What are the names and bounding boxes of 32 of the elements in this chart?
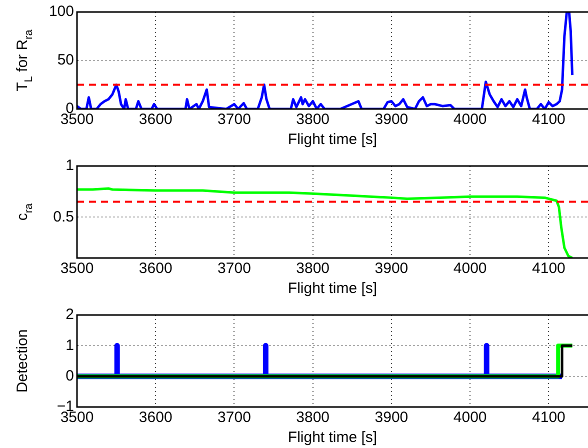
x-tick-label: 4100 [532,260,566,278]
x-tick-label: 3600 [138,111,172,128]
x-axis-title: Flight time [s] [288,280,378,298]
y-tick-label: 1 [66,336,74,354]
x-tick-label: 3800 [296,409,330,426]
y-axis-title: TL for Rra [14,28,35,92]
x-tick-label: 3700 [218,409,251,426]
x-tick-label: 4100 [532,111,566,128]
x-tick-label: 3600 [138,409,172,426]
y-tick-label: 1 [66,157,74,174]
y-tick-label: 0 [66,367,74,384]
x-tick-label: 3600 [138,260,172,278]
x-tick-label: 3700 [218,260,251,278]
y-tick-label: 2 [66,306,74,324]
y-tick-label: 0.5 [53,208,74,226]
y-tick-label: 100 [48,3,74,20]
y-tick-label: 50 [57,52,74,69]
x-tick-label: 4100 [532,409,566,426]
x-tick-label: 3700 [218,111,251,128]
x-tick-label: 3800 [296,260,330,278]
x-tick-label: 3800 [296,111,330,128]
x-tick-label: 3900 [374,409,408,426]
x-axis-title: Flight time [s] [288,131,378,148]
x-tick-label: 3500 [60,260,94,278]
x-tick-label: 4000 [453,409,487,426]
x-tick-label: 3900 [374,111,408,128]
x-axis-title: Flight time [s] [288,429,378,446]
y-axis-title: cra [14,202,35,221]
x-tick-label: 4000 [453,111,487,128]
x-tick-label: 3900 [374,260,408,278]
y-axis-title: Detection [14,329,31,393]
x-tick-label: 4000 [453,260,487,278]
